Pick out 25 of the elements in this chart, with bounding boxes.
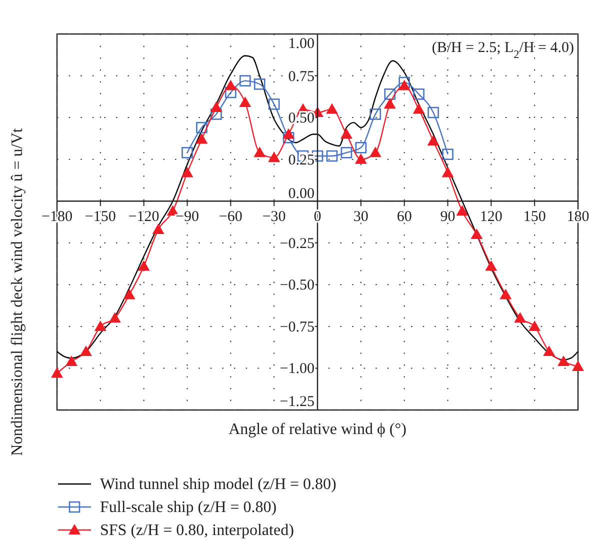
legend-label: SFS (z/H = 0.80, interpolated) (100, 522, 294, 539)
annotation: (B/H = 2.5; L$_{2}$/H = 4.0) (432, 40, 574, 61)
x-tick-label: 60 (396, 209, 412, 226)
y-tick-label: −1.00 (280, 361, 314, 378)
x-tick-label: −90 (176, 209, 199, 226)
x-axis-title: Angle of relative wind ϕ (°) (228, 421, 406, 438)
x-tick-label: −60 (218, 209, 242, 226)
legend-label: Wind tunnel ship model (z/H = 0.80) (100, 476, 336, 493)
x-tick-label: −150 (84, 209, 116, 226)
y-tick-label: −1.25 (280, 394, 314, 410)
x-tick-label: −30 (262, 209, 286, 226)
y-tick-label: 1.00 (288, 36, 314, 52)
legend-label: Full-scale ship (z/H = 0.80) (100, 499, 277, 516)
y-tick-label: −0.25 (280, 236, 314, 252)
x-tick-label: 90 (440, 209, 456, 226)
y-tick-label: 0.25 (288, 152, 314, 168)
y-axis-title: Nondimensional flight deck wind velocity û = u/Vt (9, 128, 26, 456)
x-tick-label: 150 (523, 209, 546, 226)
x-tick-label: −120 (128, 209, 160, 226)
y-tick-label: −0.50 (280, 278, 314, 294)
x-tick-label: 30 (353, 209, 368, 226)
y-tick-label: 0.75 (288, 68, 314, 85)
y-tick-label: −0.75 (280, 319, 314, 336)
x-tick-label: 120 (480, 209, 502, 226)
y-tick-label: 0.00 (288, 186, 314, 202)
